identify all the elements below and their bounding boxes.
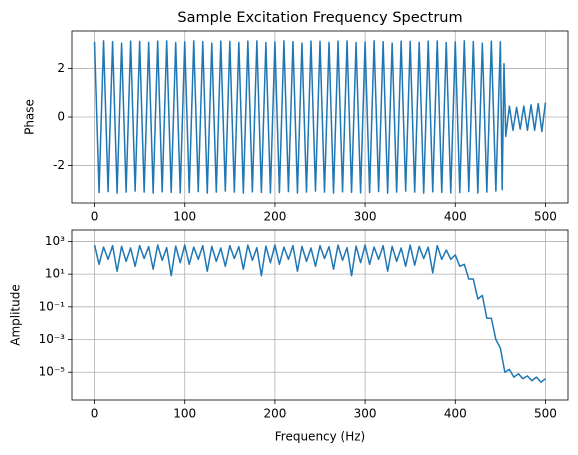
x-tick-label: 300 bbox=[354, 407, 377, 421]
x-tick-label: 200 bbox=[263, 407, 286, 421]
y-tick-label: 10³ bbox=[45, 234, 65, 248]
x-tick-label: 500 bbox=[534, 210, 557, 224]
y-tick-label: 10¹ bbox=[45, 267, 65, 281]
x-tick-label: 100 bbox=[173, 210, 196, 224]
y-tick-label: 10⁻⁵ bbox=[39, 365, 66, 379]
data-line bbox=[93, 244, 546, 383]
y-axis-label: Amplitude bbox=[9, 284, 23, 346]
y-tick-label: 10⁻³ bbox=[39, 332, 66, 346]
y-axis-label: Phase bbox=[23, 99, 37, 135]
data-line bbox=[93, 40, 547, 194]
chart-title: Sample Excitation Frequency Spectrum bbox=[177, 10, 462, 26]
x-tick-label: 100 bbox=[173, 407, 196, 421]
y-tick-label: 2 bbox=[57, 61, 65, 75]
y-tick-label: -2 bbox=[53, 158, 65, 172]
x-tick-label: 500 bbox=[534, 407, 557, 421]
x-tick-label: 400 bbox=[444, 210, 467, 224]
x-tick-label: 400 bbox=[444, 407, 467, 421]
axes-frame bbox=[71, 30, 569, 204]
x-axis-label: Frequency (Hz) bbox=[275, 430, 366, 444]
x-tick-label: 200 bbox=[263, 210, 286, 224]
y-tick-label: 0 bbox=[57, 110, 65, 124]
x-tick-label: 0 bbox=[91, 407, 99, 421]
axes-frame bbox=[71, 229, 569, 401]
y-tick-label: 10⁻¹ bbox=[39, 299, 66, 313]
x-tick-label: 0 bbox=[91, 210, 99, 224]
x-tick-label: 300 bbox=[354, 210, 377, 224]
